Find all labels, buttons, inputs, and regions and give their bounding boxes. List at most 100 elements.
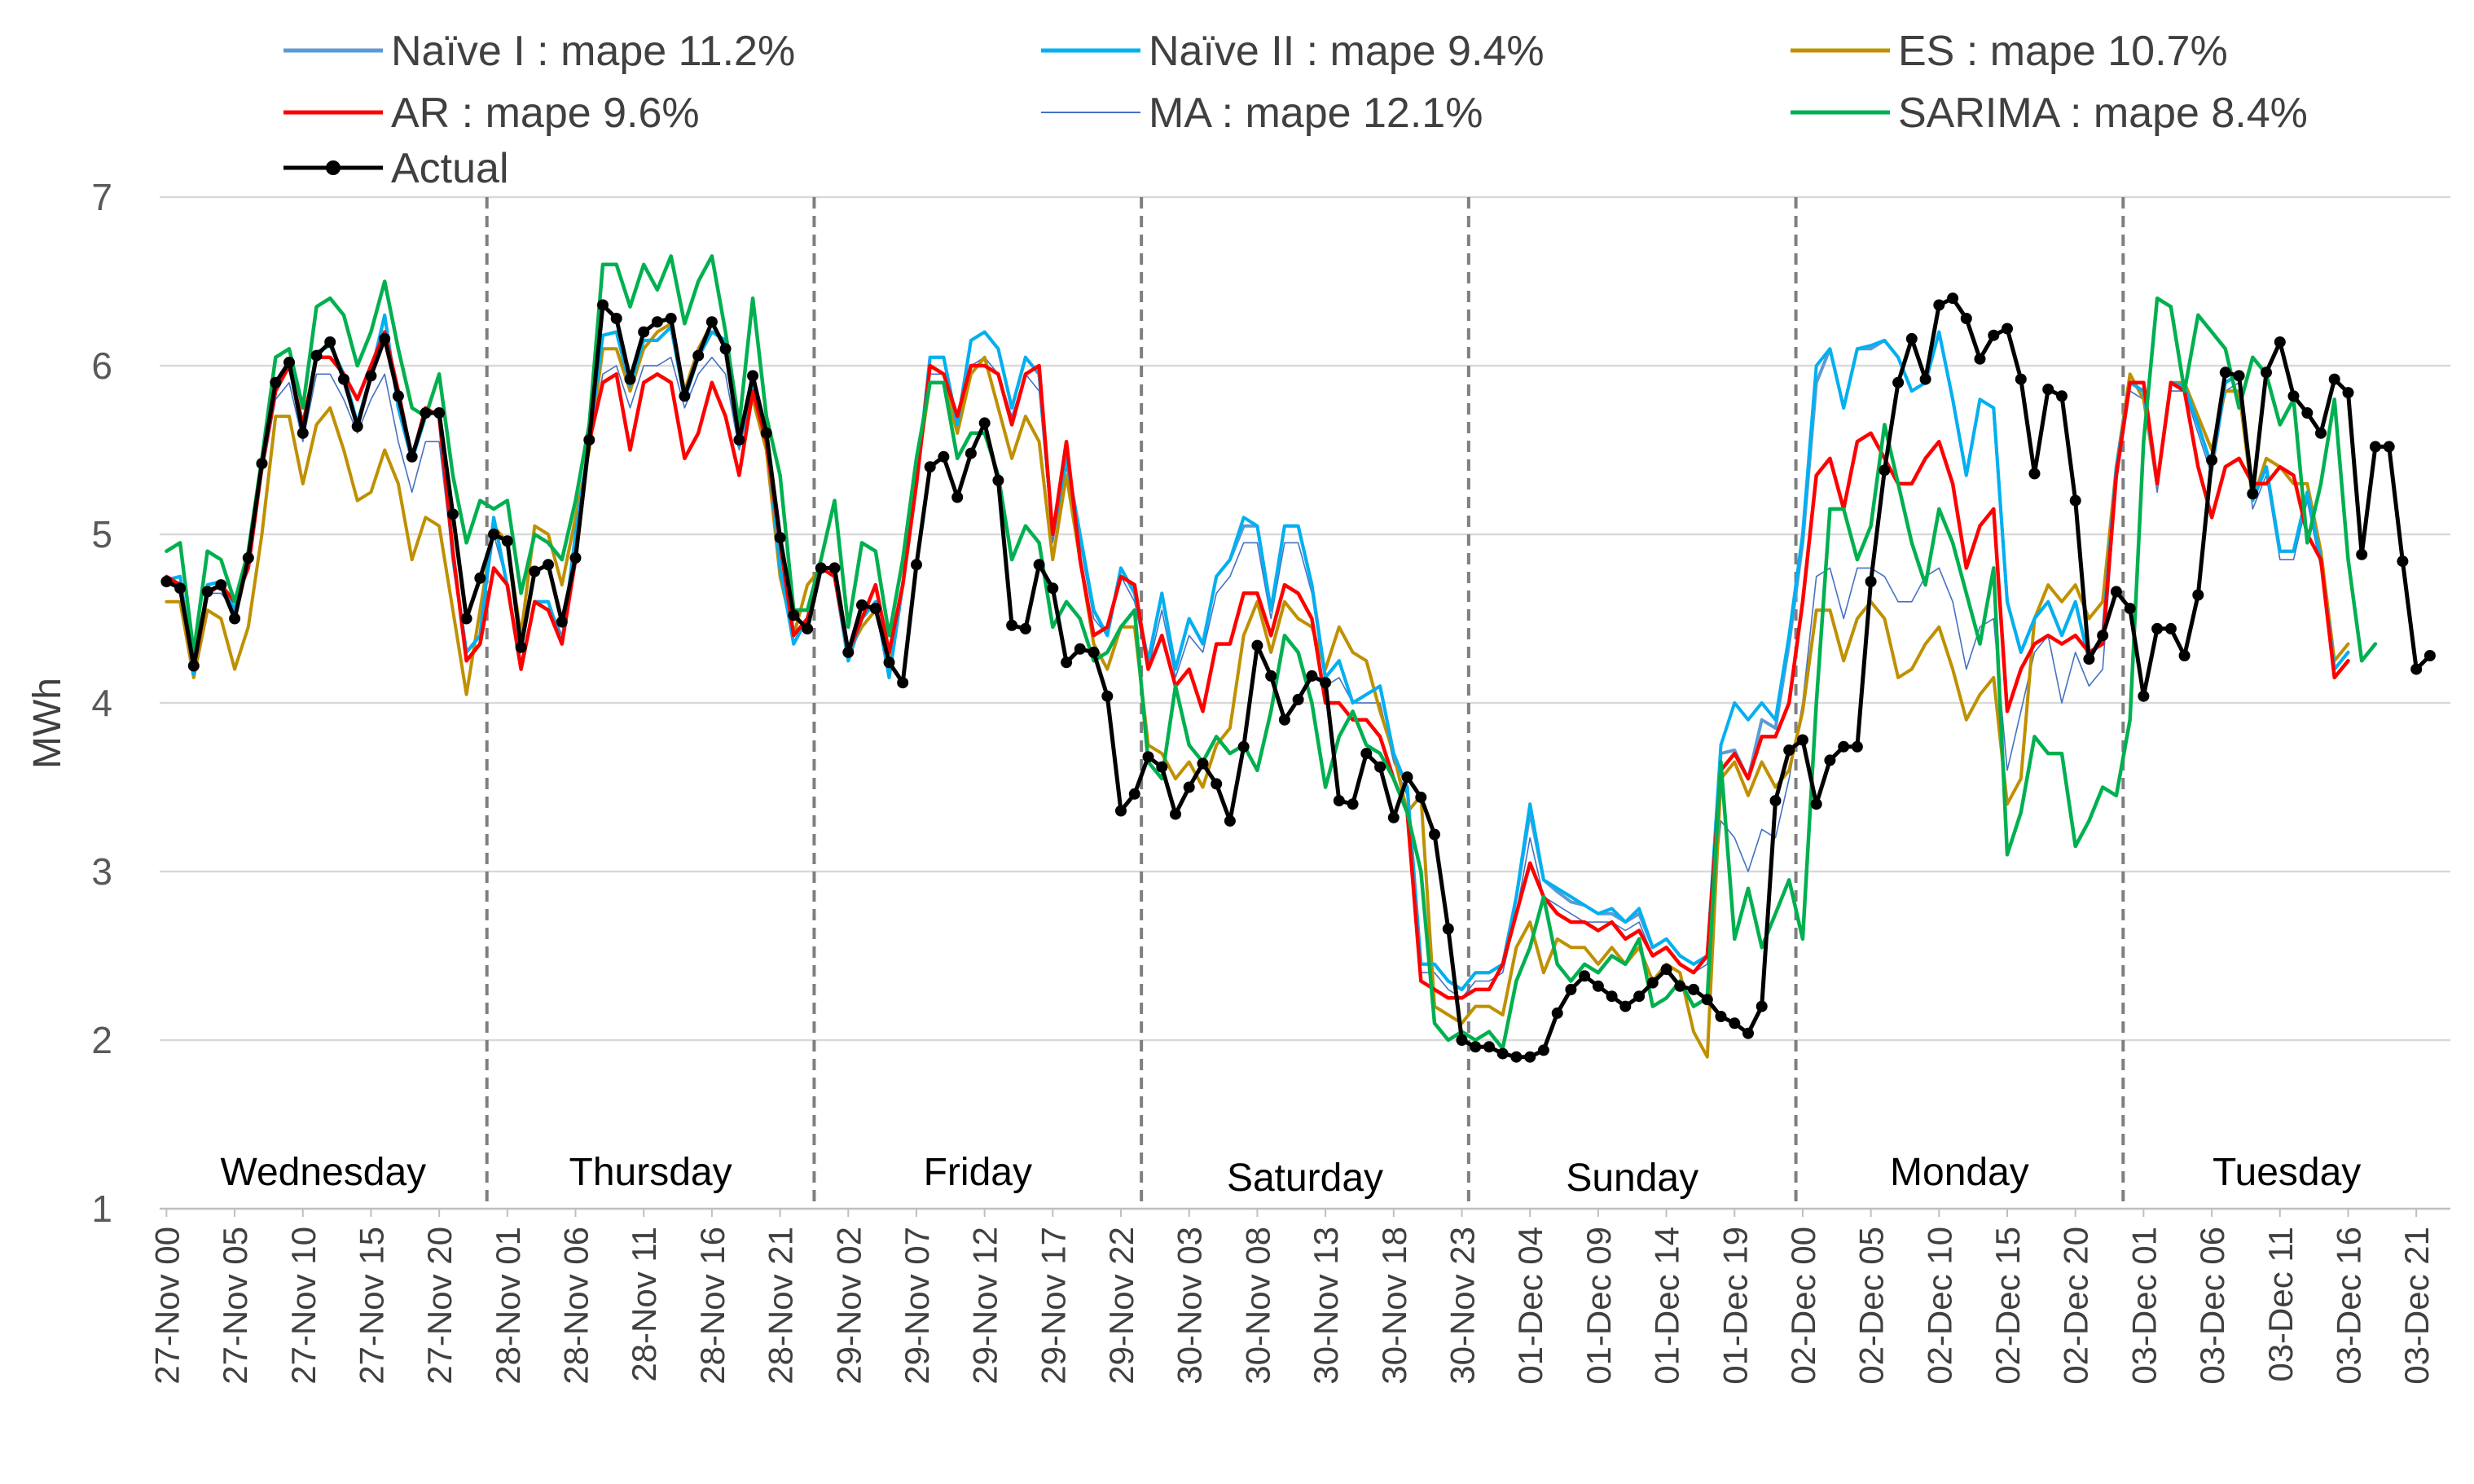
actual-point: [1292, 693, 1304, 705]
legend-label: Naïve I : mape 11.2%: [391, 28, 795, 75]
actual-point: [556, 616, 568, 628]
actual-point: [2397, 555, 2409, 568]
actual-point: [1224, 814, 1236, 827]
x-tick-label: 29-Nov 02: [829, 1227, 868, 1385]
y-tick-label: 4: [91, 682, 112, 724]
actual-point: [351, 420, 363, 432]
actual-point: [474, 572, 486, 584]
actual-point: [1101, 690, 1114, 702]
actual-point: [2219, 367, 2231, 379]
x-tick-label: 02-Dec 20: [2057, 1227, 2095, 1385]
actual-point: [1033, 559, 1045, 571]
actual-point: [446, 508, 459, 520]
x-tick-label: 27-Nov 20: [420, 1227, 459, 1385]
day-label: Wednesday: [221, 1151, 427, 1194]
actual-point: [2328, 373, 2340, 385]
x-tick-label: 01-Dec 09: [1580, 1227, 1618, 1385]
series-line-3: [165, 330, 2350, 1000]
actual-point: [2301, 407, 2314, 419]
actual-point: [1688, 983, 1699, 995]
actual-point: [978, 417, 991, 429]
actual-point: [215, 579, 227, 591]
actual-point: [2356, 548, 2368, 560]
actual-point: [1810, 798, 1822, 810]
actual-point: [1660, 964, 1672, 976]
actual-point: [543, 559, 554, 571]
x-tick-label: 29-Nov 17: [1034, 1227, 1072, 1385]
actual-point: [1496, 1047, 1509, 1060]
actual-point: [651, 316, 663, 328]
actual-point: [760, 427, 772, 439]
x-tick-label: 28-Nov 21: [762, 1227, 800, 1385]
x-tick-label: 30-Nov 23: [1443, 1227, 1481, 1385]
x-tick-label: 27-Nov 15: [352, 1227, 390, 1385]
actual-point: [1879, 464, 1891, 476]
x-tick-label: 27-Nov 00: [147, 1227, 186, 1385]
actual-point: [965, 447, 977, 459]
actual-point: [501, 535, 513, 547]
actual-point: [2342, 387, 2354, 399]
actual-point: [1074, 643, 1086, 655]
actual-point: [1756, 1000, 1768, 1012]
actual-point: [1905, 332, 1918, 345]
day-label: Thursday: [569, 1151, 732, 1194]
actual-point: [1851, 740, 1863, 753]
y-tick-label: 7: [91, 176, 112, 218]
actual-point: [256, 458, 268, 470]
actual-point: [2206, 454, 2218, 466]
actual-point: [2083, 653, 2095, 665]
actual-point: [2410, 663, 2423, 675]
x-tick-label: 02-Dec 10: [1920, 1227, 1958, 1385]
actual-point: [610, 313, 622, 324]
x-tick-label: 27-Nov 10: [284, 1227, 323, 1385]
actual-point: [1524, 1051, 1536, 1063]
actual-point: [1947, 292, 1959, 305]
actual-point: [2423, 650, 2436, 661]
actual-point: [201, 586, 213, 598]
day-label: Friday: [924, 1151, 1032, 1194]
actual-point: [856, 599, 868, 611]
series-line-4: [165, 356, 2349, 999]
day-label: Saturday: [1227, 1157, 1383, 1200]
actual-point: [1006, 619, 1018, 631]
y-tick-label: 5: [91, 513, 112, 555]
actual-point: [828, 562, 841, 574]
actual-point: [1742, 1027, 1754, 1039]
legend: Naïve I : mape 11.2% Naïve II : mape 9.4%…: [283, 28, 2308, 192]
actual-point: [938, 450, 950, 463]
actual-point: [2015, 373, 2027, 385]
actual-point: [2287, 390, 2300, 402]
actual-point: [2369, 441, 2381, 453]
actual-point: [1551, 1007, 1563, 1019]
x-tick-label: 03-Dec 21: [2397, 1227, 2436, 1385]
actual-point: [2261, 367, 2272, 379]
x-tick-label: 03-Dec 11: [2261, 1227, 2300, 1382]
actual-point: [2138, 690, 2150, 702]
actual-point: [1510, 1051, 1523, 1063]
actual-point: [1483, 1041, 1495, 1053]
actual-point: [324, 336, 336, 348]
actual-point: [2042, 384, 2054, 395]
actual-point: [310, 349, 323, 362]
actual-point: [679, 390, 691, 402]
actual-point: [883, 656, 895, 669]
actual-point: [1865, 576, 1877, 587]
axes: 1 2 3 4 5 6 7 Wednesday Thursday Friday Saturday Su…: [91, 176, 2450, 1385]
actual-point: [1619, 1000, 1632, 1012]
actual-point: [692, 349, 705, 362]
actual-point: [665, 313, 677, 324]
actual-point: [2110, 586, 2122, 598]
actual-point: [297, 427, 309, 439]
actual-point: [951, 491, 964, 503]
x-tick-label: 29-Nov 07: [898, 1227, 936, 1385]
day-label: Sunday: [1566, 1157, 1698, 1200]
x-tick-label: 03-Dec 16: [2329, 1227, 2367, 1385]
actual-point: [1415, 791, 1427, 803]
series-line-6: [164, 296, 2432, 1060]
actual-point: [1237, 740, 1250, 753]
actual-point: [270, 376, 282, 389]
actual-point: [365, 370, 377, 382]
actual-point: [1769, 795, 1782, 807]
series-line-2: [165, 322, 2350, 1059]
x-tick-label: 02-Dec 15: [1988, 1227, 2027, 1385]
